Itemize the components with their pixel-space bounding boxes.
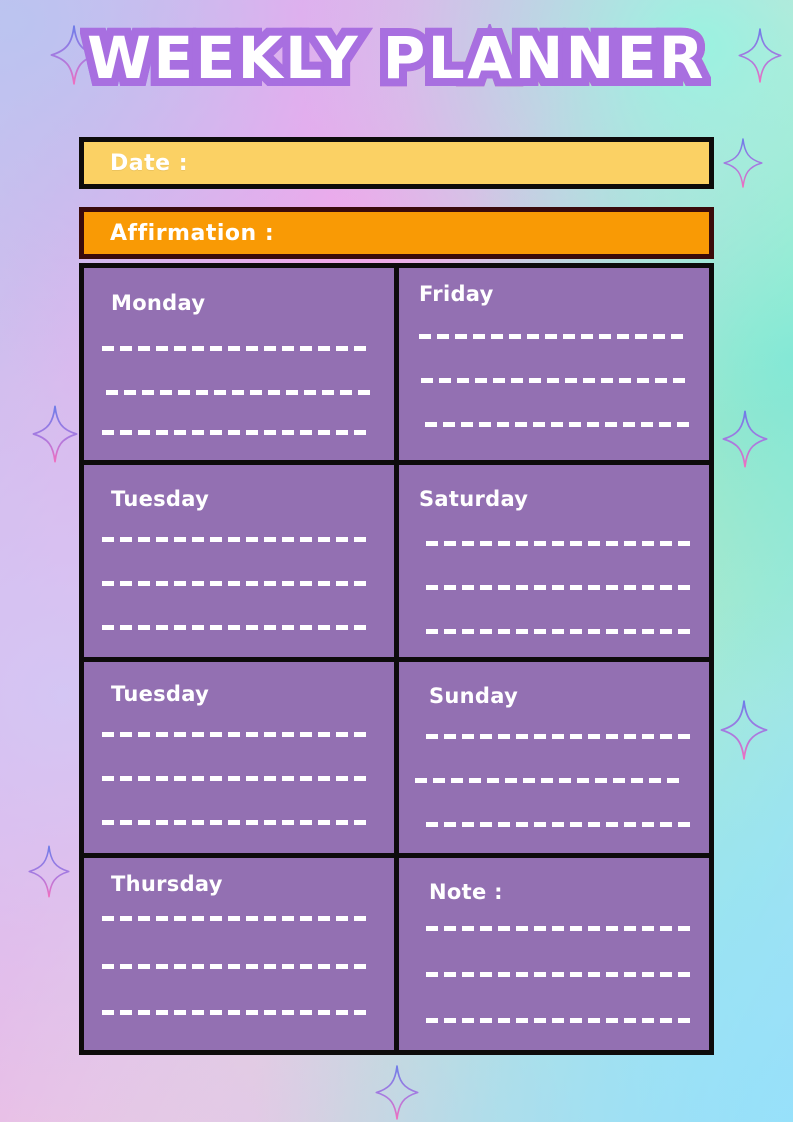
writing-line[interactable] bbox=[426, 628, 693, 634]
writing-lines bbox=[84, 858, 394, 1050]
writing-lines bbox=[399, 465, 709, 657]
day-label-saturday: Saturday bbox=[419, 486, 529, 511]
sparkle-right-lower-icon bbox=[720, 700, 768, 760]
sparkle-bottom-center-icon bbox=[375, 1065, 419, 1120]
writing-line[interactable] bbox=[106, 390, 372, 395]
writing-line[interactable] bbox=[421, 378, 687, 383]
writing-lines bbox=[399, 662, 709, 854]
day-label-tuesday-1: Tuesday bbox=[111, 486, 210, 511]
affirmation-field[interactable]: Affirmation : bbox=[79, 207, 714, 259]
writing-line[interactable] bbox=[425, 422, 691, 427]
sparkle-right-middle-icon bbox=[722, 410, 768, 468]
page-title-outline: WEEKLY PLANNER bbox=[79, 20, 712, 97]
writing-line[interactable] bbox=[426, 926, 693, 932]
writing-line[interactable] bbox=[415, 777, 682, 783]
day-label-tuesday-2: Tuesday bbox=[111, 681, 210, 706]
writing-line[interactable] bbox=[102, 819, 366, 825]
writing-line[interactable] bbox=[102, 536, 366, 542]
page-title-wrap: WEEKLY PLANNER WEEKLY PLANNER WEEKLY PLA… bbox=[0, 20, 793, 97]
page-title: WEEKLY PLANNER WEEKLY PLANNER WEEKLY PLA… bbox=[79, 20, 712, 97]
writing-lines bbox=[84, 465, 394, 657]
day-cell-tuesday-2[interactable]: Tuesday bbox=[84, 661, 394, 854]
writing-lines bbox=[399, 858, 709, 1050]
day-cell-sunday[interactable]: Sunday bbox=[399, 661, 709, 854]
date-label: Date : bbox=[110, 150, 189, 176]
writing-line[interactable] bbox=[102, 916, 366, 922]
day-label-thursday: Thursday bbox=[111, 872, 223, 897]
page-title-text: WEEKLY PLANNER bbox=[87, 24, 706, 92]
writing-lines bbox=[399, 268, 709, 460]
writing-line[interactable] bbox=[102, 580, 366, 586]
note-label: Note : bbox=[429, 880, 503, 905]
day-label-monday: Monday bbox=[111, 291, 206, 315]
sparkle-left-lower-icon bbox=[28, 845, 70, 898]
writing-line[interactable] bbox=[426, 540, 693, 546]
writing-lines bbox=[84, 662, 394, 854]
writing-line[interactable] bbox=[419, 334, 683, 339]
sparkle-left-middle-icon bbox=[32, 405, 78, 463]
writing-line[interactable] bbox=[426, 584, 693, 590]
day-cell-saturday[interactable]: Saturday bbox=[399, 464, 709, 657]
writing-line[interactable] bbox=[102, 731, 366, 737]
writing-line[interactable] bbox=[102, 346, 368, 351]
writing-line[interactable] bbox=[102, 775, 366, 781]
writing-lines bbox=[84, 268, 394, 460]
writing-line[interactable] bbox=[426, 821, 693, 827]
sparkle-right-upper-icon bbox=[723, 138, 763, 188]
writing-line[interactable] bbox=[426, 972, 693, 978]
day-label-friday: Friday bbox=[419, 282, 494, 306]
page-title-outline-inner: WEEKLY PLANNER bbox=[83, 23, 709, 93]
affirmation-label: Affirmation : bbox=[110, 220, 275, 246]
writing-line[interactable] bbox=[426, 733, 693, 739]
date-field[interactable]: Date : bbox=[79, 137, 714, 189]
note-cell[interactable]: Note : bbox=[399, 858, 709, 1050]
writing-line[interactable] bbox=[102, 624, 366, 630]
day-cell-friday[interactable]: Friday bbox=[399, 268, 709, 460]
writing-line[interactable] bbox=[102, 1010, 366, 1016]
day-cell-tuesday-1[interactable]: Tuesday bbox=[84, 464, 394, 657]
writing-line[interactable] bbox=[102, 430, 368, 435]
writing-line[interactable] bbox=[102, 964, 366, 970]
day-cell-monday[interactable]: Monday bbox=[84, 268, 394, 460]
writing-line[interactable] bbox=[426, 1018, 693, 1024]
planner-grid: Monday Friday Tuesday Satu bbox=[79, 263, 714, 1055]
day-label-sunday: Sunday bbox=[429, 683, 519, 708]
day-cell-thursday[interactable]: Thursday bbox=[84, 858, 394, 1050]
